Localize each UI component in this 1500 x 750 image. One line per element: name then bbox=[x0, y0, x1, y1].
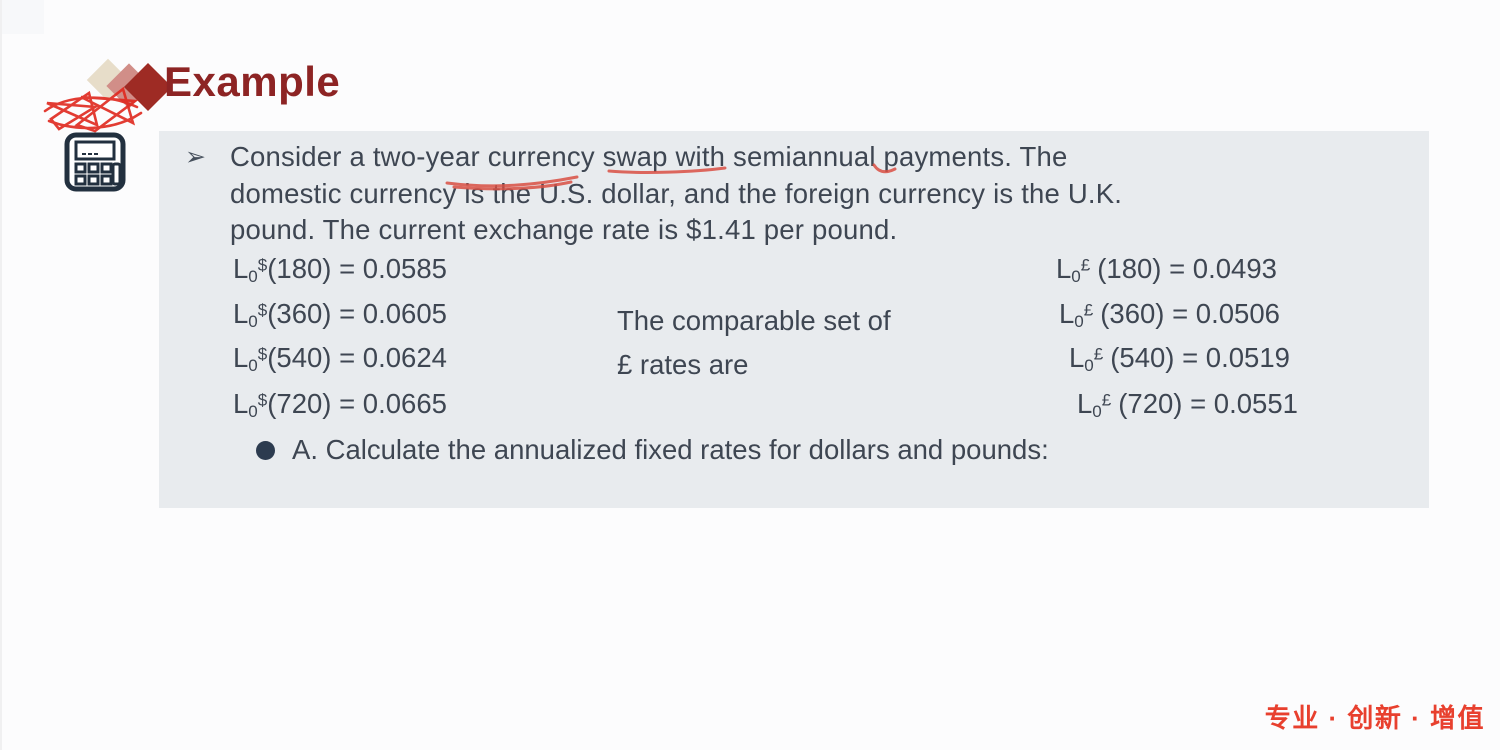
red-star-scribble-icon bbox=[43, 86, 143, 133]
footer-slogan: 专业 · 创新 · 增值 bbox=[1264, 703, 1485, 733]
logo bbox=[32, 45, 182, 195]
corner-artifact bbox=[2, 0, 44, 34]
comparable-rates-note: The comparable set of £ rates are bbox=[617, 299, 891, 387]
arrow-bullet-icon: ➢ bbox=[185, 143, 206, 171]
intro-line-3: pound. The current exchange rate is $1.4… bbox=[230, 214, 898, 245]
dot-bullet-icon bbox=[256, 441, 275, 460]
task-item: A. Calculate the annualized fixed rates … bbox=[256, 434, 1049, 466]
calculator-icon bbox=[64, 132, 126, 192]
intro-line-1: Consider a two-year currency swap with s… bbox=[230, 141, 1068, 172]
pound-rate-540: L0£ (540) = 0.0519 bbox=[1069, 342, 1290, 375]
intro-line-2: domestic currency is the U.S. dollar, an… bbox=[230, 177, 1123, 209]
note-line-1: The comparable set of bbox=[617, 305, 891, 336]
intro-paragraph: Consider a two-year currency swap with s… bbox=[230, 139, 1420, 249]
page-title: Example bbox=[164, 58, 341, 105]
pound-rate-360: L0£ (360) = 0.0506 bbox=[1059, 298, 1280, 331]
dollar-rate-720: L0$(720) = 0.0665 bbox=[233, 388, 447, 421]
pound-rate-720: L0£ (720) = 0.0551 bbox=[1077, 388, 1298, 421]
dollar-rate-360: L0$(360) = 0.0605 bbox=[233, 298, 447, 331]
content-box: ➢ Consider a two-year currency swap with… bbox=[159, 131, 1429, 508]
dollar-rate-540: L0$(540) = 0.0624 bbox=[233, 342, 447, 375]
dollar-rate-180: L0$(180) = 0.0585 bbox=[233, 253, 447, 286]
pound-rate-180: L0£ (180) = 0.0493 bbox=[1056, 253, 1277, 286]
task-text: A. Calculate the annualized fixed rates … bbox=[292, 434, 1049, 465]
note-line-2: £ rates are bbox=[617, 349, 749, 380]
